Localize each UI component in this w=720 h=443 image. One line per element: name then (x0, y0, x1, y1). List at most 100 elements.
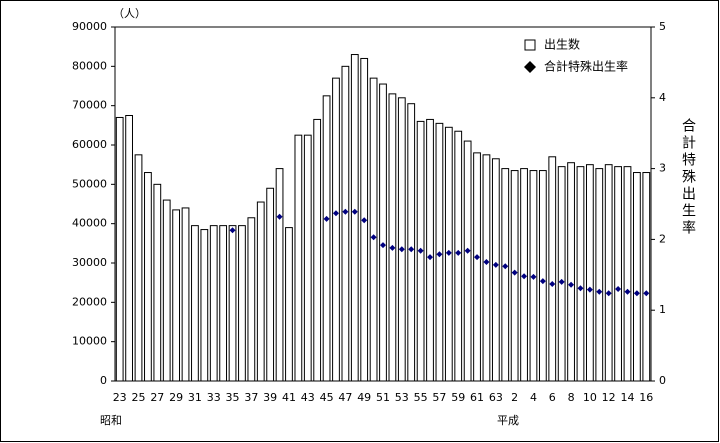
bar (162, 199, 171, 382)
point (389, 244, 396, 251)
bar (614, 166, 622, 382)
point (596, 288, 603, 295)
point (530, 273, 537, 280)
bar (153, 183, 162, 382)
x-tick-label: 27 (150, 391, 164, 404)
bar (125, 115, 133, 382)
y2-tick-label: 1 (659, 303, 666, 316)
bar (576, 166, 585, 382)
x-tick-label: 29 (169, 391, 183, 404)
point (323, 215, 330, 222)
bar (548, 156, 557, 382)
bar (633, 172, 641, 382)
bar (557, 166, 566, 382)
x-tick-label: 31 (188, 391, 202, 404)
point (370, 234, 377, 241)
point (332, 210, 339, 217)
x-tick-label: 47 (338, 391, 352, 404)
y2-tick-label: 2 (659, 232, 666, 245)
point (633, 290, 640, 297)
x-tick-label: 49 (357, 391, 371, 404)
bar (407, 103, 416, 382)
point (408, 246, 415, 253)
y-tick-label: 60000 (72, 138, 107, 151)
point (351, 208, 358, 215)
y-unit-label: （人） (113, 7, 146, 20)
bar (228, 225, 237, 382)
x-tick-label: 33 (207, 391, 221, 404)
bar (200, 229, 209, 382)
point (549, 281, 556, 288)
point (445, 249, 452, 256)
y2-tick-label: 5 (659, 20, 666, 33)
era-label: 昭和 (100, 414, 122, 427)
bar (567, 162, 575, 382)
x-tick-label: 16 (639, 391, 653, 404)
x-tick-label: 61 (470, 391, 484, 404)
bar (134, 154, 143, 382)
legend-swatch (524, 39, 536, 51)
bar (454, 130, 463, 382)
bar (115, 116, 124, 382)
bar (209, 225, 218, 382)
x-tick-label: 63 (489, 391, 503, 404)
y2-tick-label: 3 (659, 162, 666, 175)
bar (238, 225, 246, 382)
point (483, 259, 490, 266)
bar (181, 207, 190, 382)
point (577, 285, 584, 292)
point (361, 217, 368, 224)
y2-axis-label: 合計特殊出生率 (680, 118, 696, 237)
point (455, 249, 462, 256)
bar (256, 201, 265, 382)
bar (275, 168, 284, 382)
bar (285, 227, 293, 382)
y-tick-label: 70000 (72, 99, 107, 112)
bar (191, 225, 199, 382)
y-tick-label: 10000 (72, 335, 107, 348)
bar (473, 152, 481, 382)
bar (172, 209, 181, 382)
x-tick-label: 43 (301, 391, 315, 404)
point (521, 273, 528, 280)
point (568, 281, 575, 288)
bar (332, 77, 340, 382)
point (558, 278, 565, 285)
y2-tick-label: 0 (659, 374, 666, 387)
x-tick-label: 2 (511, 391, 518, 404)
x-tick-label: 23 (113, 391, 127, 404)
bar (144, 172, 152, 382)
bar (426, 118, 434, 382)
bar (642, 172, 651, 382)
x-tick-label: 37 (244, 391, 258, 404)
bar (482, 154, 491, 382)
x-tick-label: 8 (568, 391, 575, 404)
point (474, 254, 481, 261)
point (342, 208, 349, 215)
x-tick-label: 55 (414, 391, 428, 404)
y-tick-label: 80000 (72, 59, 107, 72)
point (502, 263, 509, 270)
x-tick-label: 39 (263, 391, 277, 404)
x-tick-label: 53 (395, 391, 409, 404)
x-tick-label: 10 (583, 391, 597, 404)
bar (379, 83, 387, 382)
x-tick-label: 45 (320, 391, 334, 404)
x-tick-label: 59 (451, 391, 465, 404)
bar (501, 168, 510, 382)
bar (313, 118, 322, 382)
bar (247, 217, 256, 382)
point (398, 246, 405, 253)
y-tick-label: 40000 (72, 217, 107, 230)
point (624, 288, 631, 295)
y-tick-label: 90000 (72, 20, 107, 33)
legend-label: 合計特殊出生率 (544, 59, 628, 74)
bar (219, 225, 228, 382)
bar (510, 170, 519, 382)
bar (388, 93, 397, 382)
x-tick-label: 35 (226, 391, 240, 404)
bar (303, 134, 312, 382)
bar (604, 164, 613, 382)
legend-swatch (524, 61, 536, 73)
bar (463, 140, 472, 382)
